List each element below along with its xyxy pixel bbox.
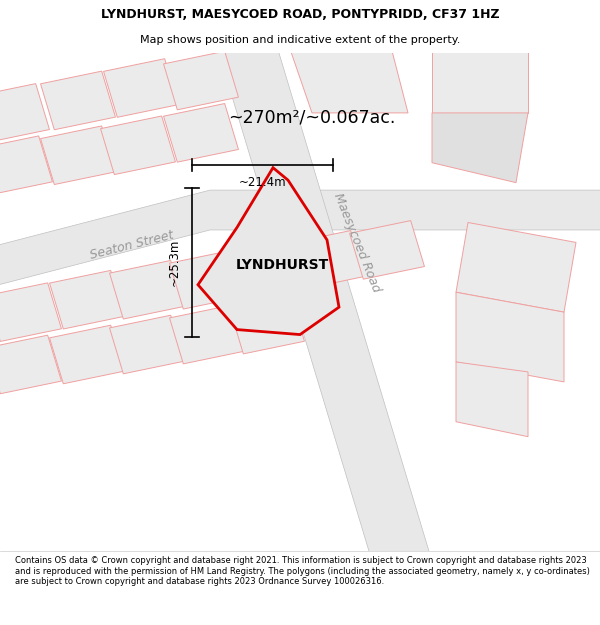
Polygon shape — [456, 222, 576, 312]
Polygon shape — [432, 113, 528, 182]
Polygon shape — [230, 296, 304, 354]
Polygon shape — [432, 43, 528, 113]
Polygon shape — [110, 315, 184, 374]
Text: ~270m²/~0.067ac.: ~270m²/~0.067ac. — [229, 109, 395, 127]
Polygon shape — [170, 251, 244, 309]
Polygon shape — [350, 221, 424, 279]
Text: LYNDHURST, MAESYCOED ROAD, PONTYPRIDD, CF37 1HZ: LYNDHURST, MAESYCOED ROAD, PONTYPRIDD, C… — [101, 8, 499, 21]
Polygon shape — [0, 84, 49, 142]
Polygon shape — [164, 104, 238, 162]
Polygon shape — [230, 241, 304, 299]
Text: Map shows position and indicative extent of the property.: Map shows position and indicative extent… — [140, 35, 460, 45]
Text: Contains OS data © Crown copyright and database right 2021. This information is : Contains OS data © Crown copyright and d… — [15, 556, 590, 586]
Polygon shape — [456, 362, 528, 437]
Polygon shape — [0, 136, 52, 194]
Polygon shape — [0, 283, 61, 341]
Polygon shape — [110, 261, 184, 319]
Polygon shape — [50, 325, 124, 384]
Polygon shape — [101, 116, 175, 174]
Polygon shape — [290, 231, 364, 289]
Text: Maesycoed Road: Maesycoed Road — [331, 191, 383, 294]
Polygon shape — [104, 59, 178, 118]
Polygon shape — [164, 51, 238, 110]
Polygon shape — [0, 335, 61, 394]
Polygon shape — [50, 271, 124, 329]
Polygon shape — [198, 168, 339, 334]
Text: Seaton Street: Seaton Street — [89, 228, 175, 262]
Text: ~21.4m: ~21.4m — [239, 176, 286, 189]
Polygon shape — [456, 292, 564, 382]
Polygon shape — [170, 305, 244, 364]
Text: LYNDHURST: LYNDHURST — [235, 258, 329, 272]
Polygon shape — [216, 43, 432, 561]
Polygon shape — [0, 190, 600, 292]
Polygon shape — [41, 126, 115, 184]
Text: ~25.3m: ~25.3m — [168, 239, 181, 286]
Polygon shape — [41, 71, 115, 130]
Polygon shape — [288, 43, 408, 113]
